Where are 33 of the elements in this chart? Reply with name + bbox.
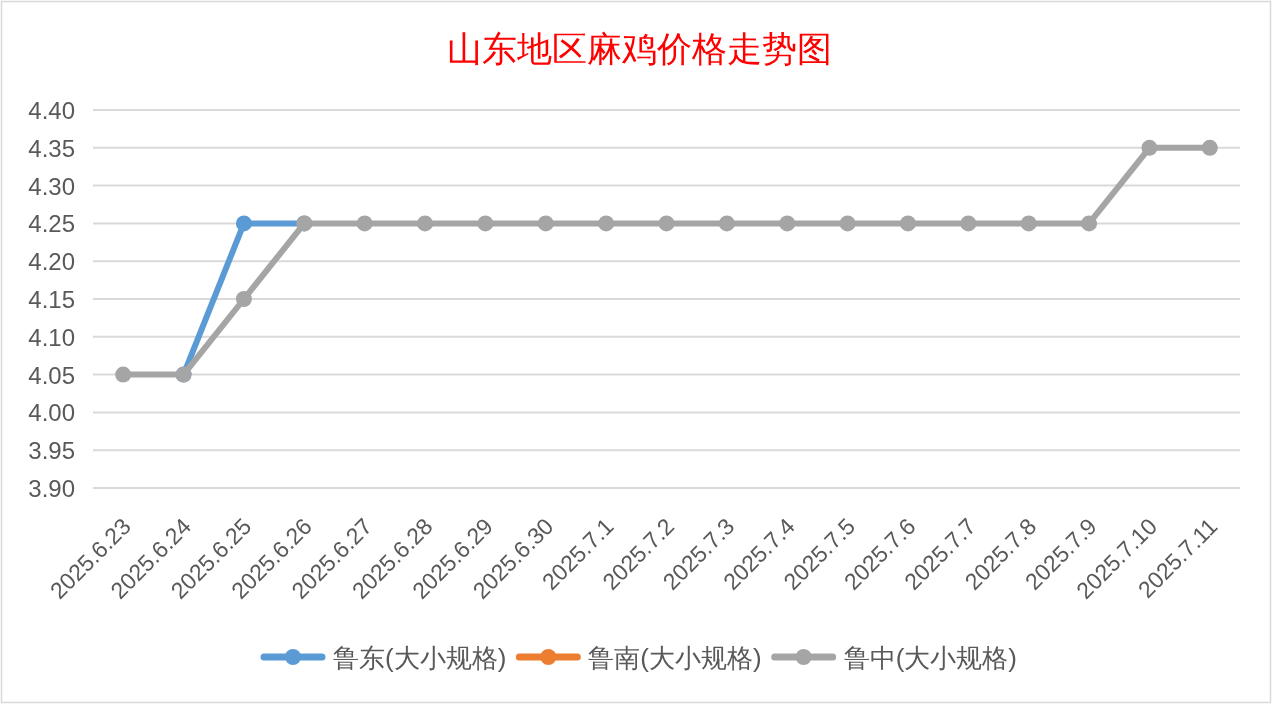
point [658, 215, 675, 232]
y-tick-label: 4.30 [28, 172, 75, 200]
y-tick-label: 4.35 [28, 134, 75, 162]
point [537, 215, 554, 232]
point [356, 215, 373, 232]
point [1020, 215, 1037, 232]
title: 山东地区麻鸡价格走势图 [446, 29, 832, 69]
legend-label: 鲁中(大小规格) [843, 643, 1017, 673]
point [477, 215, 494, 232]
y-tick-label: 3.90 [28, 475, 75, 502]
point [718, 215, 735, 232]
point [839, 215, 856, 232]
y-tick-label: 4.25 [28, 210, 75, 238]
legend-label: 鲁南(大小规格) [588, 643, 762, 673]
y-tick-label: 4.20 [28, 248, 75, 276]
y-tick-label: 4.40 [28, 97, 75, 124]
point [960, 215, 977, 232]
point [598, 215, 615, 232]
legend-label: 鲁东(大小规格) [333, 643, 507, 673]
point [1081, 215, 1098, 232]
point [115, 366, 132, 383]
y-tick-label: 4.10 [28, 323, 75, 351]
point [235, 291, 252, 307]
point [1201, 139, 1218, 156]
point [235, 215, 252, 232]
y-tick-label: 3.95 [28, 437, 75, 465]
point [779, 215, 796, 232]
y-tick-label: 4.15 [28, 286, 75, 313]
point [899, 215, 916, 232]
y-tick-label: 4.00 [28, 399, 75, 427]
point [1141, 139, 1158, 156]
y-tick-label: 4.05 [28, 361, 75, 389]
point [417, 215, 434, 232]
